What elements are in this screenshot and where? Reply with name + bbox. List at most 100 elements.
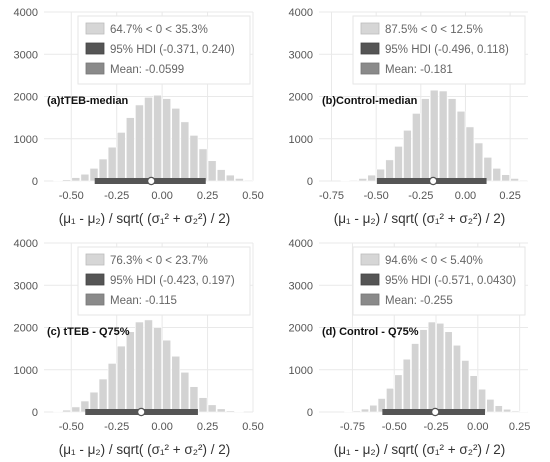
histogram-bar	[503, 408, 512, 413]
histogram-bar	[358, 178, 368, 182]
histogram-bar	[510, 178, 519, 182]
legend-swatch	[85, 62, 105, 75]
histogram-bar	[71, 406, 81, 413]
histogram-bar	[369, 404, 378, 413]
histogram-bar	[386, 388, 395, 413]
legend-swatch	[360, 62, 380, 75]
legend-entry: 76.3% < 0 < 23.7%	[110, 255, 208, 267]
chart-panel-b: 0 1000 2000 3000 4000 -0.75 -0.50 -0.25 0.00 0.25…	[275, 0, 550, 231]
x-tick-label: -0.25	[104, 421, 129, 433]
y-tick-label: 2000	[289, 92, 313, 104]
histogram-bar	[352, 410, 361, 413]
histogram-bar	[519, 179, 528, 182]
x-tick-label: 0.00	[455, 190, 476, 202]
x-tick-label: 0.25	[509, 421, 530, 433]
histogram-bar	[180, 371, 190, 413]
legend-entry: Mean: -0.115	[110, 295, 177, 307]
histogram-bar	[244, 179, 253, 182]
y-tick-label: 4000	[289, 238, 313, 250]
histogram-bar	[478, 388, 486, 413]
panel-label: (b)Control-median	[322, 95, 418, 107]
chart-svg: 0 1000 2000 3000 4000 -0.75 -0.50 -0.25 0.00 0.25…	[289, 7, 537, 226]
histogram-bar	[116, 132, 126, 182]
histogram-bar	[469, 375, 478, 413]
histogram-bar	[235, 178, 244, 182]
legend-entry: 95% HDI (-0.371, 0.240)	[110, 44, 235, 56]
legend-swatch	[85, 22, 105, 35]
histogram-bar	[411, 343, 420, 413]
histogram-bar	[367, 174, 376, 182]
histogram-bar	[198, 148, 208, 182]
legend-swatch	[360, 22, 380, 35]
histogram-bar	[403, 130, 412, 182]
histogram-bar	[494, 405, 503, 413]
histogram-bar	[125, 117, 135, 182]
histogram-bar	[198, 397, 208, 413]
histogram-bar	[125, 331, 135, 413]
legend-swatch	[360, 42, 380, 55]
legend-swatch	[360, 273, 380, 286]
y-tick-label: 0	[32, 176, 38, 188]
histogram-bar	[144, 97, 153, 182]
x-tick-label: 0.25	[197, 421, 218, 433]
histogram-bar	[427, 321, 436, 413]
histogram-bar	[436, 322, 445, 413]
histogram-bar	[62, 179, 72, 182]
histogram-bar	[135, 104, 144, 182]
histogram-bar	[53, 411, 62, 413]
histogram-bar	[385, 159, 394, 182]
y-tick-label: 2000	[289, 323, 313, 335]
legend-entry: 64.7% < 0 < 35.3%	[110, 24, 208, 36]
histogram-bar	[98, 158, 108, 182]
legend-swatch	[360, 293, 380, 306]
x-axis-label: (μ₁ - μ₂) / sqrt( (σ₁² + σ₂²) / 2)	[59, 442, 230, 457]
mean-marker	[147, 176, 156, 186]
x-tick-label: 0.00	[151, 190, 172, 202]
histogram-bar	[444, 331, 453, 413]
histogram-bar	[447, 98, 457, 182]
x-tick-label: -0.25	[408, 190, 433, 202]
chart-panel-c: 0 1000 2000 3000 4000 -0.50 -0.25 0.00 0.25 0.50 (…	[0, 231, 275, 462]
histogram-bar	[461, 360, 470, 413]
chart-panel-d: 0 1000 2000 3000 4000 -0.75 -0.50 -0.25 0.00 0.25…	[275, 231, 550, 462]
x-axis-label: (μ₁ - μ₂) / sqrt( (σ₁² + σ₂²) / 2)	[334, 442, 505, 457]
mean-marker	[428, 176, 438, 186]
x-tick-label: 0.25	[197, 190, 218, 202]
x-tick-label: -0.50	[59, 190, 84, 202]
legend-entry: 95% HDI (-0.496, 0.118)	[385, 44, 509, 56]
chart-panel-a: 0 1000 2000 3000 4000 -0.50 -0.25 0.00 0.25 0.50 (…	[0, 0, 275, 231]
histogram-bar	[144, 319, 153, 413]
histogram-bar	[62, 409, 72, 413]
legend-entry: 95% HDI (-0.423, 0.197)	[110, 275, 235, 287]
histogram-bar	[107, 363, 117, 413]
histogram-bar	[162, 98, 172, 182]
chart-svg: 0 1000 2000 3000 4000 -0.75 -0.50 -0.25 0.00 0.25…	[289, 238, 531, 457]
y-tick-label: 3000	[14, 280, 38, 292]
histogram-bar	[189, 386, 199, 413]
histogram-bar	[452, 344, 461, 413]
histogram-bar	[486, 399, 495, 413]
y-tick-label: 0	[32, 407, 38, 419]
histogram-bar	[402, 358, 411, 413]
legend-entry: Mean: -0.181	[385, 64, 453, 76]
histogram-bar	[412, 113, 421, 182]
y-tick-label: 1000	[289, 134, 313, 146]
histogram-bar	[162, 339, 172, 413]
histogram-bar	[216, 169, 226, 182]
histogram-bar	[361, 408, 369, 413]
histogram-bar	[474, 142, 484, 182]
histogram-bar	[429, 89, 439, 182]
legend-swatch	[360, 253, 380, 266]
histogram-bar	[116, 345, 126, 413]
mean-marker	[137, 407, 146, 417]
x-tick-label: -0.50	[382, 421, 407, 433]
histogram-bar	[135, 321, 144, 413]
x-tick-label: -0.75	[340, 421, 365, 433]
histogram-bar	[153, 94, 162, 182]
legend-entry: 87.5% < 0 < 12.5%	[385, 24, 483, 36]
histogram-bar	[377, 398, 386, 413]
legend-swatch	[85, 293, 105, 306]
legend-box	[77, 246, 251, 316]
histogram-bar	[421, 98, 430, 182]
legend-entry: Mean: -0.255	[385, 295, 453, 307]
